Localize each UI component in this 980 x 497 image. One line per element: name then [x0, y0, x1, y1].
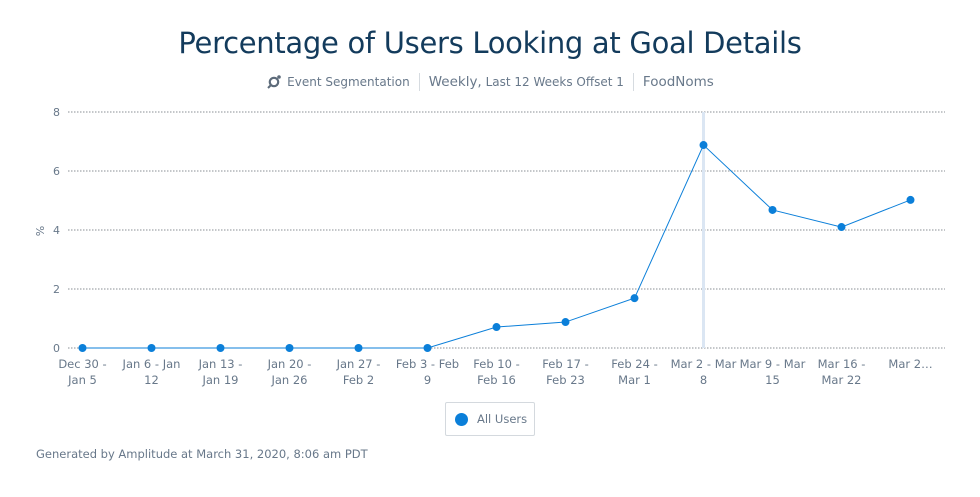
y-axis-label: %: [34, 226, 47, 236]
divider: [418, 73, 420, 91]
event-segmentation-icon: [267, 75, 281, 89]
series-line: [82, 144, 911, 349]
x-tick-label: Mar 2 - Mar 8: [671, 357, 737, 387]
x-tick-label: Mar 2…: [888, 357, 932, 371]
data-point: [423, 344, 432, 352]
project-name: FoodNoms: [642, 74, 714, 90]
legend-label: All Users: [477, 412, 528, 426]
interval: Weekly,: [428, 74, 482, 90]
y-tick-label: 0: [53, 342, 60, 355]
footer-text: Generated by Amplitude at March 31, 2020…: [36, 447, 368, 461]
legend-item-all-users[interactable]: All Users: [445, 402, 535, 436]
data-point: [630, 294, 639, 303]
x-tick-label: Feb 17 -Feb 23: [542, 357, 588, 387]
data-point: [354, 344, 363, 352]
data-point: [906, 195, 915, 204]
data-point: [78, 344, 87, 352]
x-tick-label: Jan 6 - Jan 12: [122, 357, 181, 387]
chart-title: Percentage of Users Looking at Goal Deta…: [178, 26, 802, 60]
y-tick-label: 4: [53, 224, 60, 237]
x-tick-label: Jan 27 -Feb 2: [336, 357, 381, 387]
x-tick-label: Feb 24 -Mar 1: [611, 357, 657, 387]
analysis-type: Event Segmentation: [287, 75, 410, 89]
y-tick-label: 2: [53, 283, 60, 296]
y-tick-label: 8: [53, 106, 60, 119]
line-chart: 0 2 4 6 8 % Dec 30 -Jan 5 Jan 6 - Jan 12 Jan 13…: [34, 106, 945, 387]
data-point: [561, 318, 570, 327]
data-point: [147, 344, 156, 352]
data-point: [699, 141, 708, 150]
x-tick-label: Dec 30 -Jan 5: [58, 357, 106, 387]
x-tick-label: Jan 13 -Jan 19: [198, 357, 243, 387]
date-range: Last 12 Weeks Offset 1: [485, 75, 624, 89]
series-color-dot: [455, 412, 468, 426]
chart-subtitle: Event Segmentation Weekly, Last 12 Weeks…: [0, 73, 980, 91]
x-tick-label: Mar 9 - Mar 15: [740, 357, 806, 387]
x-tick-label: Feb 10 -Feb 16: [473, 357, 519, 387]
x-tick-label: Mar 16 -Mar 22: [818, 357, 866, 387]
divider: [632, 73, 634, 91]
x-tick-label: Jan 20 -Jan 26: [267, 357, 312, 387]
data-point: [216, 344, 225, 352]
y-tick-label: 6: [53, 165, 60, 178]
x-tick-label: Feb 3 - Feb 9: [396, 357, 459, 387]
data-point: [837, 223, 846, 232]
data-point: [768, 205, 777, 214]
data-point: [492, 323, 501, 332]
data-point: [285, 344, 294, 352]
